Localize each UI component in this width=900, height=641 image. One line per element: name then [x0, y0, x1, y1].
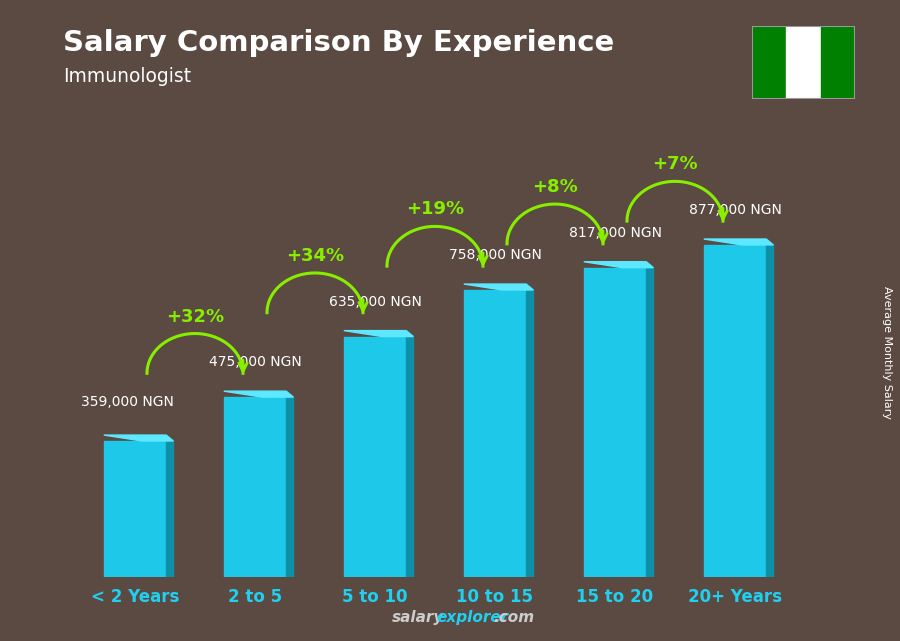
Polygon shape	[104, 435, 174, 441]
Polygon shape	[584, 268, 646, 577]
Text: +34%: +34%	[286, 247, 344, 265]
Text: 817,000 NGN: 817,000 NGN	[570, 226, 662, 240]
Polygon shape	[584, 262, 653, 268]
Polygon shape	[766, 245, 773, 577]
Polygon shape	[464, 284, 534, 290]
Text: +8%: +8%	[532, 178, 578, 196]
Polygon shape	[166, 441, 174, 577]
Text: +32%: +32%	[166, 308, 224, 326]
Polygon shape	[224, 391, 293, 397]
Polygon shape	[464, 290, 526, 577]
Polygon shape	[344, 337, 406, 577]
Text: 475,000 NGN: 475,000 NGN	[210, 355, 302, 369]
Text: +19%: +19%	[406, 201, 464, 219]
Polygon shape	[406, 337, 413, 577]
Text: salary: salary	[392, 610, 444, 625]
Polygon shape	[104, 441, 166, 577]
Text: .com: .com	[493, 610, 535, 625]
Text: explorer: explorer	[436, 610, 508, 625]
Text: +7%: +7%	[652, 155, 698, 174]
Polygon shape	[344, 331, 413, 337]
Text: 758,000 NGN: 758,000 NGN	[449, 248, 543, 262]
Bar	[821, 26, 855, 99]
Text: 359,000 NGN: 359,000 NGN	[81, 395, 174, 409]
Polygon shape	[704, 245, 766, 577]
Bar	[786, 26, 821, 99]
Bar	[752, 26, 786, 99]
Text: 635,000 NGN: 635,000 NGN	[329, 295, 422, 309]
Text: Average Monthly Salary: Average Monthly Salary	[881, 286, 892, 419]
Text: 877,000 NGN: 877,000 NGN	[689, 203, 782, 217]
Polygon shape	[704, 239, 773, 245]
Polygon shape	[224, 397, 286, 577]
Text: Salary Comparison By Experience: Salary Comparison By Experience	[63, 29, 614, 57]
Text: Immunologist: Immunologist	[63, 67, 191, 87]
Polygon shape	[286, 397, 293, 577]
Polygon shape	[526, 290, 534, 577]
Polygon shape	[646, 268, 653, 577]
